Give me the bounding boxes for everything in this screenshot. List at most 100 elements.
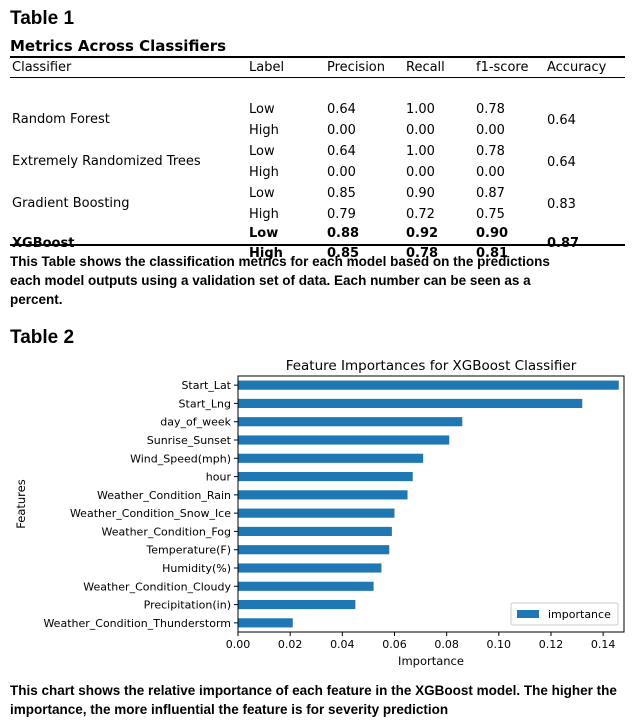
f1-cell: 0.87: [476, 186, 505, 201]
f1-cell: 0.78: [476, 102, 505, 117]
accuracy-cell: 0.64: [547, 113, 576, 128]
classifier-name: Random Forest: [12, 112, 110, 127]
recall-cell: 0.78: [406, 246, 439, 261]
f1-cell: 0.90: [476, 226, 509, 241]
bar-start-lat: [238, 380, 619, 390]
y-tick-label: Weather_Condition_Snow_Ice: [70, 507, 231, 520]
x-tick-label: 0.04: [330, 638, 355, 651]
y-tick-label: Weather_Condition_Thunderstorm: [43, 617, 231, 630]
column-header-classifier: Classifier: [12, 60, 72, 75]
legend-swatch: [517, 610, 539, 618]
recall-cell: 0.72: [406, 207, 435, 222]
recall-cell: 1.00: [406, 144, 435, 159]
label-cell: High: [249, 123, 279, 138]
classifier-name: XGBoost: [12, 236, 75, 251]
chart-legend: importance: [510, 602, 619, 626]
x-tick-label: 0.12: [539, 638, 564, 651]
x-axis-label: Importance: [398, 654, 464, 668]
bar-weather-condition-rain: [238, 490, 408, 500]
x-tick-label: 0.14: [591, 638, 616, 651]
bar-weather-condition-thunderstorm: [238, 618, 293, 628]
label-cell: High: [249, 246, 283, 261]
accuracy-cell: 0.64: [547, 155, 576, 170]
f1-cell: 0.78: [476, 144, 505, 159]
table1-caption: This Table shows the classification metr…: [10, 254, 550, 307]
precision-cell: 0.85: [327, 186, 356, 201]
x-tick-label: 0.02: [278, 638, 303, 651]
y-tick-label: day_of_week: [160, 416, 231, 429]
f1-cell: 0.00: [476, 165, 505, 180]
x-tick-label: 0.00: [226, 638, 251, 651]
bar-sunrise-sunset: [238, 435, 450, 445]
classifier-name: Extremely Randomized Trees: [12, 154, 201, 169]
column-header-recall: Recall: [406, 60, 445, 75]
accuracy-cell: 0.87: [547, 236, 580, 251]
bar-temperature-f: [238, 545, 390, 555]
y-axis-label: Features: [14, 479, 28, 528]
recall-cell: 0.92: [406, 226, 439, 241]
x-tick-label: 0.06: [382, 638, 407, 651]
precision-cell: 0.00: [327, 123, 356, 138]
y-tick-label: Start_Lng: [179, 397, 231, 410]
x-tick-label: 0.08: [434, 638, 459, 651]
table2-heading: Table 2: [10, 327, 75, 348]
table1-heading: Table 1: [10, 8, 75, 29]
label-cell: Low: [249, 226, 279, 241]
recall-cell: 0.90: [406, 186, 435, 201]
legend-box: [510, 602, 619, 626]
bar-humidity: [238, 563, 382, 573]
label-cell: Low: [249, 144, 275, 159]
bar-weather-condition-fog: [238, 526, 392, 536]
bar-wind-speed-mph: [238, 453, 424, 463]
label-cell: Low: [249, 102, 275, 117]
recall-cell: 0.00: [406, 165, 435, 180]
bar-weather-condition-snow-ice: [238, 508, 395, 518]
table1-header-row: Classifier Label Precision Recall f1-sco…: [10, 58, 625, 78]
x-tick-label: 0.10: [487, 638, 512, 651]
y-tick-label: Start_Lat: [181, 379, 231, 392]
column-header-accuracy: Accuracy: [547, 60, 607, 75]
legend-label: importance: [548, 608, 611, 621]
bar-start-lng: [238, 398, 583, 408]
y-tick-label: Precipitation(in): [144, 599, 231, 612]
column-header-precision: Precision: [327, 60, 386, 75]
precision-cell: 0.64: [327, 144, 356, 159]
classifier-name: Gradient Boosting: [12, 196, 130, 211]
bar-hour: [238, 472, 413, 482]
recall-cell: 0.00: [406, 123, 435, 138]
y-tick-label: Wind_Speed(mph): [130, 452, 231, 465]
precision-cell: 0.00: [327, 165, 356, 180]
column-header-f1-score: f1-score: [476, 60, 529, 75]
bar-day-of-week: [238, 417, 463, 427]
table1-title: Metrics Across Classifiers: [10, 37, 227, 55]
feature-importance-chart: Feature Importances for XGBoost Classifi…: [0, 348, 640, 673]
label-cell: High: [249, 207, 279, 222]
label-cell: Low: [249, 186, 275, 201]
y-tick-label: Temperature(F): [145, 544, 231, 557]
f1-cell: 0.81: [476, 246, 509, 261]
y-tick-label: Weather_Condition_Rain: [97, 489, 231, 502]
f1-cell: 0.00: [476, 123, 505, 138]
y-tick-label: Sunrise_Sunset: [147, 434, 232, 447]
accuracy-cell: 0.83: [547, 197, 576, 212]
column-header-label: Label: [249, 60, 285, 75]
precision-cell: 0.64: [327, 102, 356, 117]
chart-title: Feature Importances for XGBoost Classifi…: [286, 358, 577, 374]
plot-frame: [237, 375, 625, 633]
precision-cell: 0.79: [327, 207, 356, 222]
precision-cell: 0.88: [327, 226, 360, 241]
table2-caption: This chart shows the relative importance…: [10, 683, 617, 717]
y-tick-label: Humidity(%): [162, 562, 231, 575]
y-tick-label: Weather_Condition_Cloudy: [83, 580, 231, 593]
y-tick-label: hour: [206, 471, 232, 484]
label-cell: High: [249, 165, 279, 180]
precision-cell: 0.85: [327, 246, 360, 261]
bar-weather-condition-cloudy: [238, 581, 374, 591]
table1-grid: Classifier Label Precision Recall f1-sco…: [10, 56, 625, 261]
chart-svg: Feature Importances for XGBoost Classifi…: [14, 358, 625, 668]
recall-cell: 1.00: [406, 102, 435, 117]
y-tick-label: Weather_Condition_Fog: [102, 525, 231, 538]
bar-precipitation-in: [238, 600, 356, 610]
f1-cell: 0.75: [476, 207, 505, 222]
table1: Metrics Across Classifiers Classifier La…: [10, 36, 625, 261]
